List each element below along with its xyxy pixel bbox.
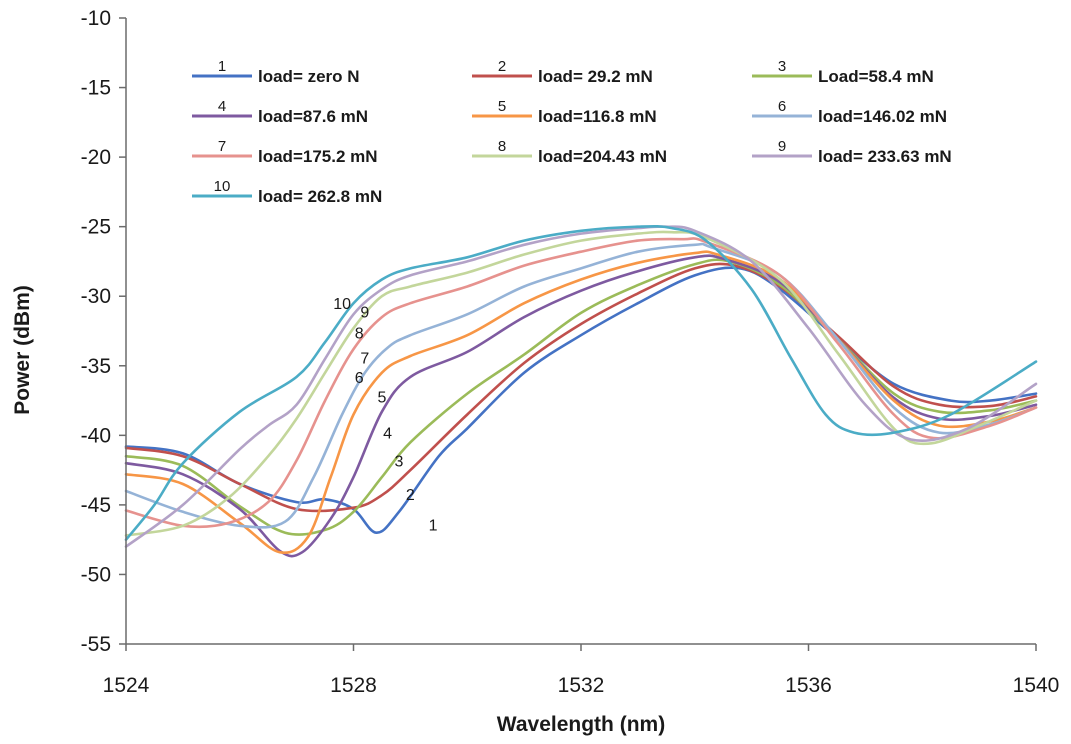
- x-tick-label: 1524: [103, 674, 150, 697]
- legend-number-3: 3: [778, 58, 786, 75]
- curve-label-2: 2: [406, 487, 415, 504]
- curve-label-5: 5: [377, 389, 386, 406]
- series-line-10: [124, 224, 1038, 541]
- y-ticks: -10 -15 -20 -25 -30 -35 -40 -45 -50 -55: [81, 7, 126, 656]
- x-tick-label: 1528: [330, 674, 377, 697]
- legend-number-4: 4: [218, 98, 226, 115]
- series-line-1: [124, 266, 1038, 534]
- legend-number-9: 9: [778, 138, 786, 155]
- legend-label-3: Load=58.4 mN: [818, 67, 934, 86]
- legend-label-4: load=87.6 mN: [258, 107, 368, 126]
- legend-label-2: load= 29.2 mN: [538, 67, 653, 86]
- x-tick-label: 1540: [1013, 674, 1060, 697]
- legend-number-10: 10: [214, 178, 231, 195]
- y-tick-label: -35: [81, 355, 111, 378]
- series-line-9: [124, 225, 1038, 548]
- legend-label-7: load=175.2 mN: [258, 147, 378, 166]
- y-tick-label: -10: [81, 7, 111, 30]
- y-tick-label: -15: [81, 77, 111, 100]
- series-line-7: [124, 237, 1038, 529]
- y-tick-label: -25: [81, 216, 111, 239]
- y-tick-label: -45: [81, 494, 111, 517]
- legend-number-8: 8: [498, 138, 506, 155]
- legend-number-5: 5: [498, 98, 506, 115]
- y-tick-label: -40: [81, 424, 111, 447]
- legend-label-8: load=204.43 mN: [538, 147, 667, 166]
- curve-label-10: 10: [333, 296, 351, 313]
- series-line-3: [124, 258, 1038, 536]
- legend: 1 load= zero N 2 load= 29.2 mN 3 Load=58.4 mN…: [192, 58, 952, 206]
- legend-number-1: 1: [218, 58, 226, 75]
- legend-number-2: 2: [498, 58, 506, 75]
- curve-label-8: 8: [355, 325, 364, 342]
- curve-label-6: 6: [355, 370, 364, 387]
- legend-label-6: load=146.02 mN: [818, 107, 947, 126]
- legend-label-1: load= zero N: [258, 67, 360, 86]
- legend-label-5: load=116.8 mN: [538, 107, 657, 126]
- x-axis-title: Wavelength (nm): [497, 713, 665, 736]
- legend-label-9: load= 233.63 mN: [818, 147, 952, 166]
- curve-label-9: 9: [360, 305, 369, 322]
- curve-label-1: 1: [429, 517, 438, 534]
- curve-label-3: 3: [395, 453, 404, 470]
- x-tick-label: 1532: [558, 674, 605, 697]
- y-tick-label: -55: [81, 633, 111, 656]
- x-ticks: 1524 1528 1532 1536 1540: [103, 644, 1060, 697]
- legend-label-10: load= 262.8 mN: [258, 187, 382, 206]
- series-line-6: [124, 242, 1038, 529]
- legend-number-7: 7: [218, 138, 226, 155]
- y-tick-label: -20: [81, 146, 111, 169]
- series-lines: [124, 224, 1038, 558]
- x-tick-label: 1536: [785, 674, 832, 697]
- legend-number-6: 6: [778, 98, 786, 115]
- y-tick-label: -30: [81, 285, 111, 308]
- series-line-5: [124, 250, 1038, 555]
- curve-label-4: 4: [383, 426, 392, 443]
- curve-label-7: 7: [360, 350, 369, 367]
- series-line-8: [124, 230, 1038, 537]
- y-tick-label: -50: [81, 563, 111, 586]
- y-axis-title: Power (dBm): [11, 285, 34, 415]
